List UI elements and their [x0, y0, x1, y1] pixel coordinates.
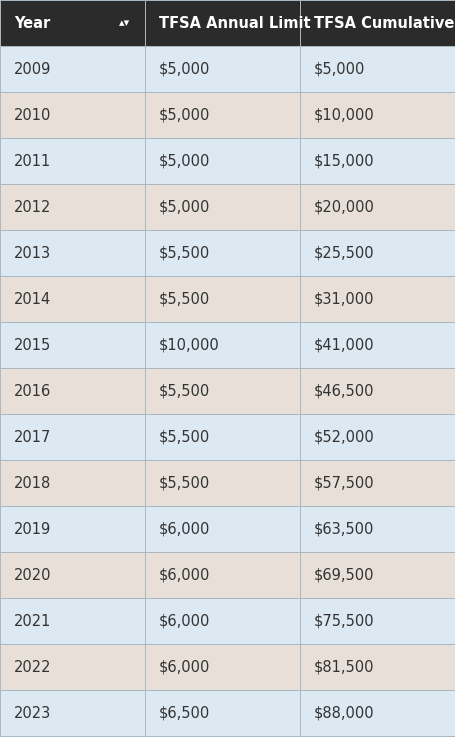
Bar	[300, 276, 455, 322]
Text: 2011: 2011	[14, 154, 51, 168]
Bar	[0, 460, 145, 506]
Text: TFSA Cumulative Limit: TFSA Cumulative Limit	[314, 16, 455, 30]
Bar	[300, 552, 455, 598]
Text: $5,500: $5,500	[159, 475, 210, 491]
Bar	[0, 184, 145, 230]
Text: $81,500: $81,500	[314, 659, 374, 675]
Text: $6,000: $6,000	[159, 613, 210, 628]
Text: $69,500: $69,500	[314, 568, 374, 582]
Text: $5,000: $5,000	[159, 107, 210, 123]
Bar	[0, 230, 145, 276]
Text: 2019: 2019	[14, 522, 51, 537]
Bar	[145, 46, 300, 92]
Bar	[145, 506, 300, 552]
Bar	[145, 230, 300, 276]
Text: $6,000: $6,000	[159, 568, 210, 582]
Bar	[145, 460, 300, 506]
Bar	[300, 414, 455, 460]
Text: $57,500: $57,500	[314, 475, 374, 491]
Bar	[300, 0, 455, 46]
Text: $5,500: $5,500	[159, 245, 210, 261]
Text: $20,000: $20,000	[314, 200, 375, 214]
Bar	[145, 92, 300, 138]
Text: $5,500: $5,500	[159, 384, 210, 398]
Text: $52,000: $52,000	[314, 429, 375, 444]
Bar	[145, 322, 300, 368]
Text: Year: Year	[14, 16, 50, 30]
Text: 2015: 2015	[14, 338, 51, 353]
Bar	[145, 644, 300, 690]
Text: 2009: 2009	[14, 61, 51, 77]
Text: $63,500: $63,500	[314, 522, 374, 537]
Text: 2020: 2020	[14, 568, 51, 582]
Text: $5,500: $5,500	[159, 291, 210, 307]
Bar	[145, 368, 300, 414]
Text: 2022: 2022	[14, 659, 51, 675]
Text: $6,000: $6,000	[159, 522, 210, 537]
Bar	[300, 644, 455, 690]
Text: $75,500: $75,500	[314, 613, 374, 628]
Bar	[300, 506, 455, 552]
Bar	[0, 552, 145, 598]
Bar	[145, 0, 300, 46]
Text: 2018: 2018	[14, 475, 51, 491]
Bar	[0, 92, 145, 138]
Bar	[300, 690, 455, 736]
Text: 2010: 2010	[14, 107, 51, 123]
Bar	[0, 598, 145, 644]
Text: $15,000: $15,000	[314, 154, 374, 168]
Text: $6,000: $6,000	[159, 659, 210, 675]
Bar	[0, 46, 145, 92]
Text: $5,000: $5,000	[159, 154, 210, 168]
Text: $6,500: $6,500	[159, 706, 210, 721]
Text: $25,500: $25,500	[314, 245, 374, 261]
Text: 2016: 2016	[14, 384, 51, 398]
Bar	[145, 414, 300, 460]
Bar	[145, 598, 300, 644]
Text: 2021: 2021	[14, 613, 51, 628]
Bar	[300, 92, 455, 138]
Bar	[145, 184, 300, 230]
Text: 2014: 2014	[14, 291, 51, 307]
Text: $31,000: $31,000	[314, 291, 374, 307]
Text: 2012: 2012	[14, 200, 51, 214]
Text: $5,500: $5,500	[159, 429, 210, 444]
Bar	[145, 138, 300, 184]
Bar	[0, 138, 145, 184]
Bar	[300, 598, 455, 644]
Bar	[0, 414, 145, 460]
Bar	[0, 368, 145, 414]
Bar	[0, 0, 145, 46]
Bar	[145, 690, 300, 736]
Bar	[0, 506, 145, 552]
Bar	[0, 690, 145, 736]
Bar	[300, 368, 455, 414]
Text: $5,000: $5,000	[159, 61, 210, 77]
Bar	[0, 276, 145, 322]
Text: $88,000: $88,000	[314, 706, 374, 721]
Bar	[300, 46, 455, 92]
Bar	[145, 276, 300, 322]
Bar	[300, 322, 455, 368]
Bar	[0, 644, 145, 690]
Text: $10,000: $10,000	[314, 107, 375, 123]
Text: ▴▾: ▴▾	[119, 18, 131, 28]
Text: $5,000: $5,000	[314, 61, 365, 77]
Bar	[300, 138, 455, 184]
Text: 2017: 2017	[14, 429, 51, 444]
Text: $10,000: $10,000	[159, 338, 220, 353]
Bar	[300, 460, 455, 506]
Bar	[0, 322, 145, 368]
Text: 2023: 2023	[14, 706, 51, 721]
Text: $41,000: $41,000	[314, 338, 374, 353]
Text: 2013: 2013	[14, 245, 51, 261]
Text: TFSA Annual Limit: TFSA Annual Limit	[159, 16, 311, 30]
Bar	[300, 230, 455, 276]
Bar	[145, 552, 300, 598]
Bar	[300, 184, 455, 230]
Text: $5,000: $5,000	[159, 200, 210, 214]
Text: $46,500: $46,500	[314, 384, 374, 398]
